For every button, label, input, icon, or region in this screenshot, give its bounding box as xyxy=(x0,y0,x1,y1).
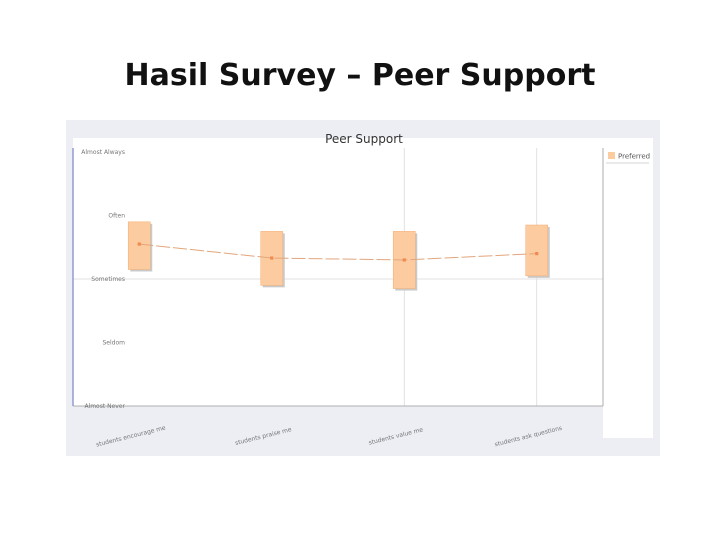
y-tick-label: Almost Never xyxy=(84,403,125,410)
box-plot-chart: Peer Support Almost Never Seldom Sometimes… xyxy=(66,120,660,456)
legend: Preferred xyxy=(606,152,650,164)
median-line xyxy=(139,243,537,261)
median-point xyxy=(535,252,539,256)
slide-title: Hasil Survey – Peer Support xyxy=(124,58,596,93)
median-point xyxy=(402,258,406,262)
legend-swatch xyxy=(608,152,615,159)
median-point xyxy=(137,242,141,246)
y-tick-label: Seldom xyxy=(103,340,126,347)
legend-label: Preferred xyxy=(618,153,650,161)
box-rect xyxy=(525,224,549,277)
median-point xyxy=(270,256,274,260)
y-tick-label: Often xyxy=(108,213,125,220)
legend-area xyxy=(603,138,653,438)
median-layer xyxy=(137,242,539,262)
y-tick-label: Sometimes xyxy=(91,276,125,283)
plot-area xyxy=(73,138,603,406)
chart-title: Peer Support xyxy=(325,132,403,146)
axis-layer xyxy=(72,148,604,407)
chart-panel: Peer Support Almost Never Seldom Sometimes… xyxy=(66,120,660,456)
y-tick-label: Almost Always xyxy=(81,149,125,156)
